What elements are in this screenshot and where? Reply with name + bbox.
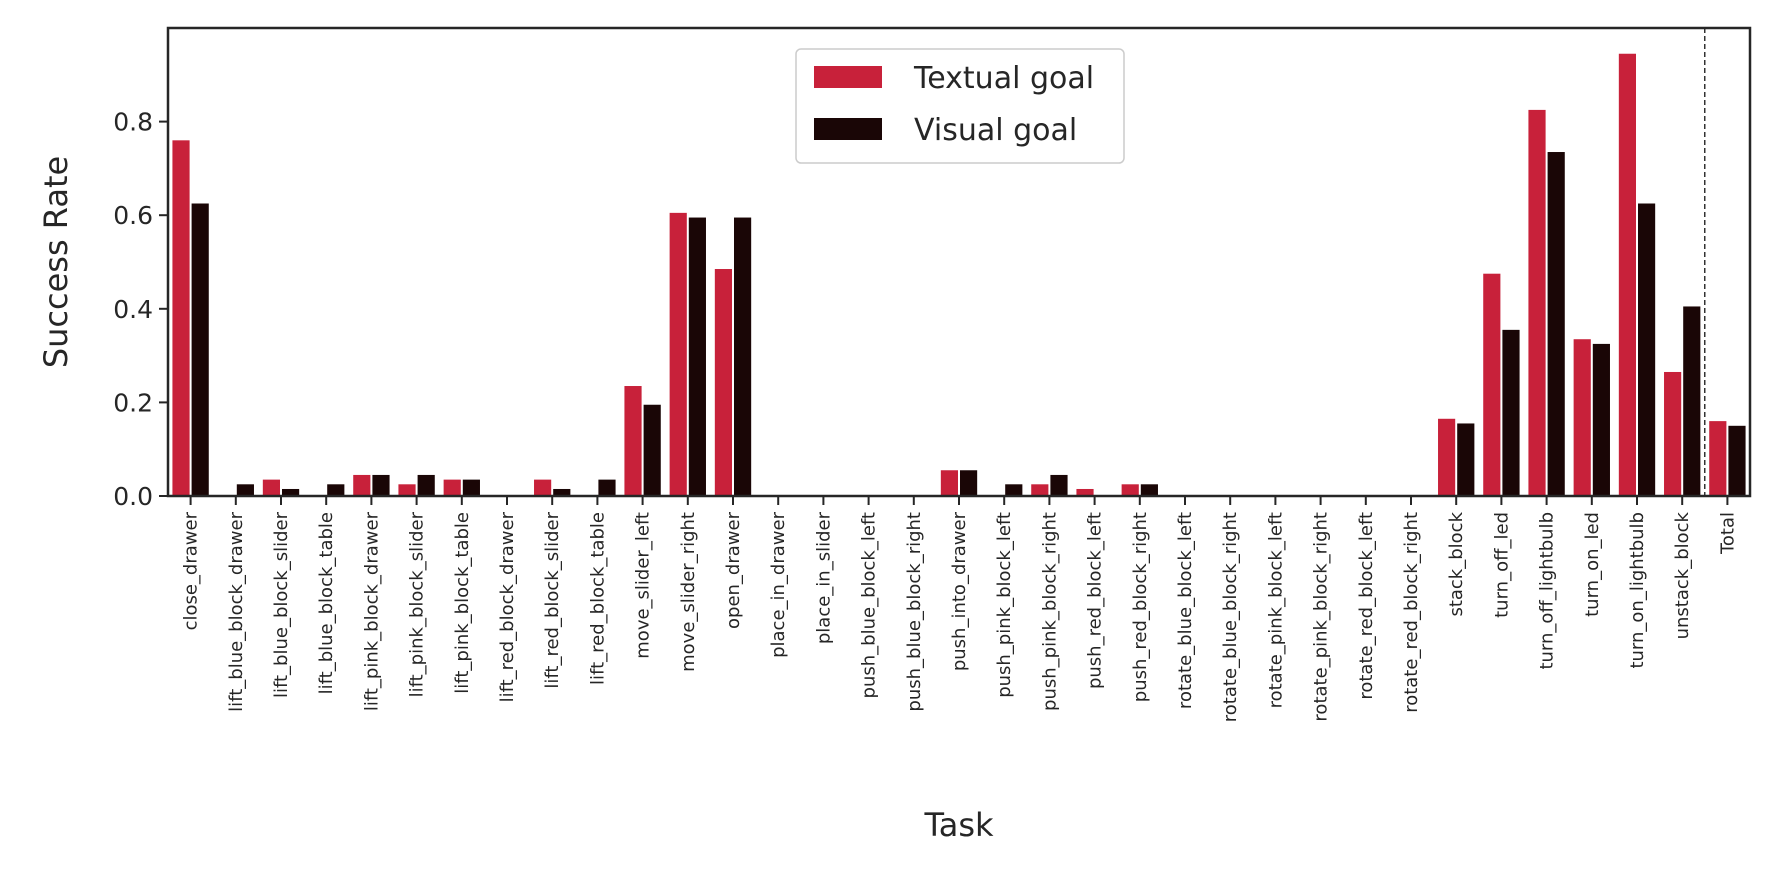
x-tick-label: place_in_drawer [768, 511, 789, 657]
bar-textual-goal-move-slider-right [669, 212, 687, 497]
x-tick-label: lift_pink_block_table [452, 512, 473, 694]
bar-visual-goal-push-pink-block-left [1005, 484, 1023, 496]
bar-textual-goal-push-into-drawer [940, 470, 958, 496]
bar-textual-goal-turn-off-lightbulb [1528, 109, 1546, 497]
x-tick-label: turn_on_lightbulb [1627, 512, 1648, 669]
bar-visual-goal-turn-on-lightbulb [1638, 203, 1656, 496]
x-tick-label: close_drawer [181, 511, 202, 630]
bar-visual-goal-open-drawer [734, 217, 752, 497]
bar-visual-goal-push-pink-block-right [1050, 474, 1068, 496]
x-tick-label: push_pink_block_left [994, 512, 1015, 698]
y-tick-label: 0.2 [113, 388, 153, 417]
legend-swatch-visual-goal [814, 118, 882, 140]
x-tick-label: lift_red_block_slider [542, 511, 563, 688]
bar-visual-goal-push-red-block-right [1140, 484, 1158, 496]
bar-textual-goal-lift-pink-block-drawer [353, 474, 371, 496]
x-tick-label: lift_pink_block_drawer [361, 511, 382, 711]
bar-visual-goal-lift-pink-block-slider [417, 474, 435, 496]
x-tick-label: place_in_slider [813, 511, 834, 644]
y-tick-label: 0.4 [113, 295, 153, 324]
x-tick-label: rotate_red_block_left [1356, 512, 1377, 700]
bar-textual-goal-open-drawer [714, 269, 732, 496]
x-tick-label: unstack_block [1672, 511, 1693, 639]
bar-textual-goal-total [1709, 421, 1727, 496]
x-tick-label: Total [1717, 512, 1738, 555]
bar-textual-goal-lift-pink-block-slider [398, 484, 416, 496]
bar-visual-goal-close-drawer [191, 203, 209, 496]
y-axis-title: Success Rate [37, 156, 75, 368]
bar-textual-goal-push-pink-block-right [1031, 484, 1049, 496]
bar-visual-goal-lift-blue-block-table [327, 484, 345, 496]
legend-label-textual-goal: Textual goal [913, 61, 1094, 96]
bar-visual-goal-turn-off-lightbulb [1547, 152, 1565, 496]
legend-label-visual-goal: Visual goal [914, 113, 1077, 148]
bar-textual-goal-close-drawer [172, 140, 190, 496]
bar-textual-goal-lift-pink-block-table [443, 479, 461, 496]
x-axis-title: Task [923, 806, 994, 844]
y-tick-label: 0.6 [113, 201, 153, 230]
bar-textual-goal-turn-off-led [1483, 273, 1501, 496]
x-tick-label: push_red_block_left [1085, 512, 1106, 689]
y-axis: 0.0 0.2 0.4 0.6 0.8 [113, 108, 168, 511]
x-tick-label: push_blue_block_right [904, 512, 925, 712]
x-tick-label: stack_block [1446, 511, 1467, 616]
x-tick-label: push_blue_block_left [859, 512, 880, 698]
x-tick-label: lift_red_block_drawer [497, 511, 518, 702]
bar-textual-goal-lift-blue-block-slider [262, 479, 280, 496]
bar-textual-goal-push-red-block-right [1121, 484, 1139, 496]
legend: Textual goal Visual goal [795, 48, 1125, 164]
x-tick-label: rotate_blue_block_left [1175, 512, 1196, 709]
bar-visual-goal-move-slider-left [643, 404, 661, 496]
bar-visual-goal-turn-off-led [1502, 329, 1520, 496]
bar-textual-goal-unstack-block [1664, 371, 1682, 496]
x-tick-label: lift_blue_block_drawer [226, 511, 247, 711]
x-tick-label: rotate_pink_block_right [1311, 512, 1332, 722]
x-tick-label: lift_pink_block_slider [407, 511, 428, 697]
bar-visual-goal-unstack-block [1683, 306, 1701, 496]
bar-visual-goal-total [1728, 425, 1746, 496]
bar-textual-goal-turn-on-led [1573, 339, 1591, 496]
x-tick-label: lift_blue_block_table [316, 512, 337, 694]
x-tick-label: push_into_drawer [949, 511, 970, 671]
bar-textual-goal-push-red-block-left [1076, 488, 1094, 496]
x-tick-label: turn_off_led [1491, 512, 1512, 618]
bar-visual-goal-lift-red-block-slider [553, 488, 571, 496]
x-tick-label: turn_off_lightbulb [1537, 512, 1558, 670]
x-tick-label: lift_blue_block_slider [271, 511, 292, 698]
x-tick-label: rotate_pink_block_left [1265, 512, 1286, 708]
bar-visual-goal-turn-on-led [1592, 343, 1610, 496]
bar-textual-goal-lift-red-block-slider [534, 479, 552, 496]
bar-visual-goal-lift-blue-block-drawer [236, 484, 254, 496]
x-tick-label: move_slider_right [678, 512, 699, 672]
bar-visual-goal-push-into-drawer [960, 470, 978, 496]
x-tick-label: rotate_red_block_right [1401, 512, 1422, 713]
bar-textual-goal-turn-on-lightbulb [1618, 53, 1636, 497]
x-axis: close_drawer lift_blue_block_drawer lift_b… [181, 496, 1738, 722]
bar-visual-goal-lift-blue-block-slider [282, 488, 300, 496]
x-tick-label: open_drawer [723, 511, 744, 629]
x-tick-label: push_red_block_right [1130, 512, 1151, 702]
bar-visual-goal-lift-red-block-table [598, 479, 616, 496]
y-tick-label: 0.8 [113, 108, 153, 137]
x-tick-label: turn_on_led [1582, 512, 1603, 617]
y-tick-label: 0.0 [113, 482, 153, 511]
bar-visual-goal-lift-pink-block-drawer [372, 474, 390, 496]
x-tick-label: move_slider_left [633, 512, 654, 659]
bar-textual-goal-move-slider-left [624, 386, 642, 496]
x-tick-label: push_pink_block_right [1039, 512, 1060, 711]
bar-textual-goal-stack-block [1438, 418, 1456, 496]
bars-layer [172, 53, 1746, 497]
legend-swatch-textual-goal [814, 66, 882, 88]
x-tick-label: lift_red_block_table [587, 512, 608, 685]
bar-visual-goal-lift-pink-block-table [462, 479, 480, 496]
bar-visual-goal-stack-block [1457, 423, 1475, 496]
bar-visual-goal-move-slider-right [688, 217, 706, 497]
x-tick-label: rotate_blue_block_right [1220, 512, 1241, 722]
